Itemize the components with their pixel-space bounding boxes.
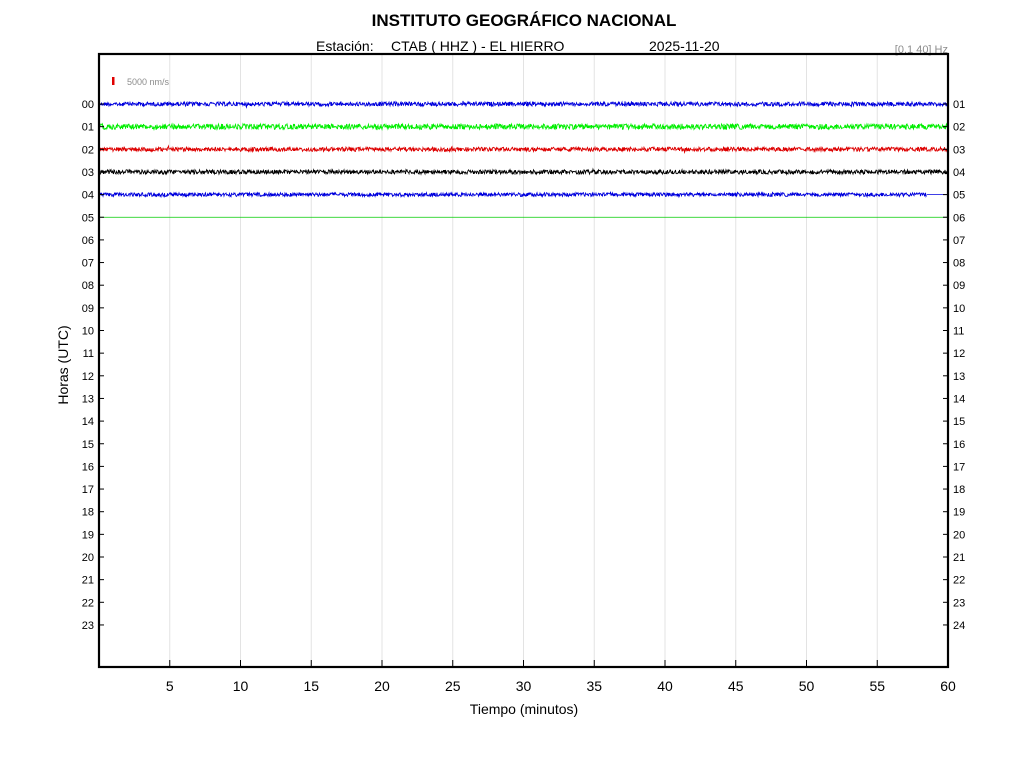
hour-label-left: 15 (82, 439, 94, 451)
hour-label-right: 24 (953, 620, 965, 632)
station-name: CTAB ( HHZ ) - EL HIERRO (391, 38, 565, 54)
x-tick-label: 30 (516, 678, 532, 694)
hour-label-right: 19 (953, 507, 965, 519)
x-tick-label: 45 (728, 678, 744, 694)
x-axis-label: Tiempo (minutos) (470, 701, 578, 717)
hour-label-right: 13 (953, 371, 965, 383)
seismic-trace (99, 144, 949, 155)
plot-frame (97, 52, 950, 669)
left-hour-labels: 00 01 02 03 04 05 06 07 08 09 10 11 12 13 14 15 16 17 18 19… (82, 99, 104, 632)
hour-label-right: 05 (953, 190, 965, 202)
hour-label-right: 07 (953, 235, 965, 247)
seismic-trace (99, 122, 949, 131)
x-tick-label: 60 (940, 678, 956, 694)
x-tick-label: 25 (445, 678, 461, 694)
x-tick-label: 10 (233, 678, 249, 694)
hour-label-left: 18 (82, 507, 94, 519)
hour-label-right: 09 (953, 280, 965, 292)
right-hour-labels: 01 02 03 04 05 06 07 08 09 10 11 12 13 14 15 16 17 18 19 20… (943, 99, 965, 632)
x-tick-label: 5 (166, 678, 174, 694)
hour-label-left: 02 (82, 144, 94, 156)
hour-label-left: 05 (82, 212, 94, 224)
hour-label-left: 17 (82, 484, 94, 496)
hour-label-left: 23 (82, 620, 94, 632)
hour-label-right: 02 (953, 122, 965, 134)
hour-label-right: 06 (953, 212, 965, 224)
hour-label-right: 18 (953, 484, 965, 496)
hour-label-left: 19 (82, 529, 94, 541)
x-tick-label: 20 (374, 678, 390, 694)
hour-label-right: 11 (953, 326, 964, 338)
hour-label-right: 20 (953, 529, 965, 541)
x-tick-label: 40 (657, 678, 673, 694)
hour-label-left: 06 (82, 235, 94, 247)
hour-label-left: 09 (82, 303, 94, 315)
grid-lines (169, 54, 878, 667)
trace-layer (99, 100, 949, 218)
hour-label-left: 11 (83, 348, 94, 360)
hour-label-right: 12 (953, 348, 965, 360)
hour-label-left: 07 (82, 258, 94, 270)
hour-label-left: 00 (82, 99, 94, 111)
scale-label: 5000 nm/s (127, 77, 170, 87)
hour-label-right: 14 (953, 393, 965, 405)
chart-title: INSTITUTO GEOGRÁFICO NACIONAL (372, 11, 677, 30)
hour-label-left: 21 (82, 575, 94, 587)
seismic-trace (99, 191, 927, 199)
x-tick-label: 55 (869, 678, 885, 694)
hour-label-left: 03 (82, 167, 94, 179)
x-tick-label: 35 (586, 678, 602, 694)
hour-label-right: 16 (953, 439, 965, 451)
hour-label-left: 22 (82, 597, 94, 609)
hour-label-left: 10 (82, 326, 94, 338)
hour-label-right: 10 (953, 303, 965, 315)
scale-bar (112, 77, 115, 85)
y-axis-label: Horas (UTC) (55, 325, 71, 404)
hour-label-left: 04 (82, 190, 94, 202)
hour-label-left: 01 (82, 122, 94, 134)
hour-label-right: 15 (953, 416, 965, 428)
hour-label-left: 12 (82, 371, 94, 383)
hour-label-right: 04 (953, 167, 965, 179)
seismic-trace (99, 167, 949, 176)
hour-label-right: 01 (953, 99, 965, 111)
hour-label-left: 20 (82, 552, 94, 564)
x-tick-label: 50 (799, 678, 815, 694)
hour-label-right: 08 (953, 258, 965, 270)
hour-label-right: 17 (953, 461, 965, 473)
hour-label-right: 21 (953, 552, 965, 564)
hour-label-right: 23 (953, 597, 965, 609)
hour-label-right: 03 (953, 144, 965, 156)
hour-label-left: 16 (82, 461, 94, 473)
hour-label-right: 22 (953, 575, 965, 587)
hour-label-left: 14 (82, 416, 94, 428)
seismic-trace (99, 100, 949, 109)
x-axis-ticks: 5 10 15 20 25 30 35 40 45 50 55 60 (166, 660, 956, 694)
hour-label-left: 13 (82, 393, 94, 405)
x-tick-label: 15 (303, 678, 319, 694)
hour-label-left: 08 (82, 280, 94, 292)
chart-date: 2025-11-20 (649, 38, 720, 54)
station-prefix: Estación: (316, 38, 374, 54)
